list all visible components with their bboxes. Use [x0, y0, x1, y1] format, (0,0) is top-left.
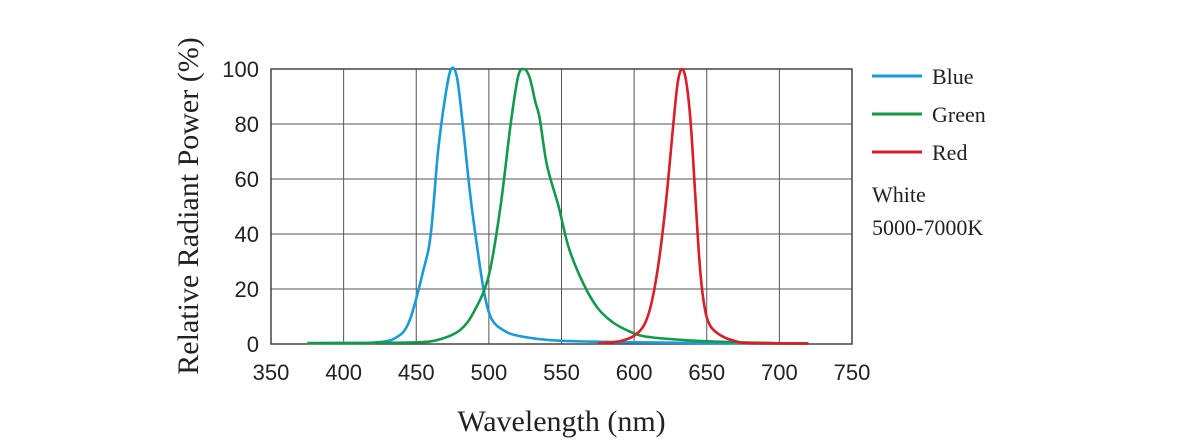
- x-tick-label: 750: [834, 360, 871, 385]
- legend-label-red: Red: [932, 140, 967, 165]
- axis-ticks: 350 400 450 500 550 600 650 700 750 0 20 40 60 80 100: [222, 57, 870, 385]
- x-tick-label: 550: [543, 360, 580, 385]
- legend-note-white: White: [872, 182, 926, 207]
- y-tick-label: 20: [235, 277, 259, 302]
- plot-frame: [270, 68, 853, 345]
- x-axis-title: Wavelength (nm): [457, 405, 665, 438]
- y-tick-label: 0: [247, 332, 259, 357]
- x-tick-label: 350: [253, 360, 290, 385]
- y-tick-label: 60: [235, 167, 259, 192]
- y-axis-title: Relative Radiant Power (%): [172, 37, 205, 374]
- x-tick-label: 650: [688, 360, 725, 385]
- series-lines: [307, 66, 809, 345]
- legend: Blue Green Red: [872, 64, 986, 165]
- legend-label-green: Green: [932, 102, 986, 127]
- legend-note-cct: 5000-7000K: [872, 215, 983, 240]
- series-line-red: [597, 67, 809, 345]
- x-tick-label: 400: [325, 360, 362, 385]
- y-tick-label: 80: [235, 112, 259, 137]
- y-tick-label: 40: [235, 222, 259, 247]
- x-tick-label: 450: [398, 360, 435, 385]
- grid: [271, 69, 852, 344]
- y-tick-label: 100: [222, 57, 259, 82]
- legend-label-blue: Blue: [932, 64, 974, 89]
- series-line-green: [307, 67, 809, 345]
- x-tick-label: 600: [616, 360, 653, 385]
- x-tick-label: 700: [761, 360, 798, 385]
- x-tick-label: 500: [471, 360, 508, 385]
